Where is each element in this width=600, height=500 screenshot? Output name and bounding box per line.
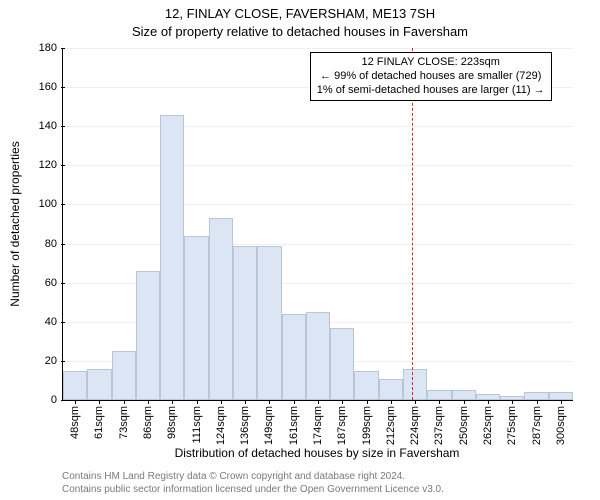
x-tick [75, 400, 76, 404]
y-tick-label: 180 [39, 42, 57, 54]
x-tick [318, 400, 319, 404]
histogram-bar [330, 328, 354, 400]
x-tick [221, 400, 222, 404]
y-tick [61, 244, 65, 245]
x-tick [342, 400, 343, 404]
annotation-line2: ← 99% of detached houses are smaller (72… [317, 70, 545, 84]
x-tick-label: 212sqm [385, 406, 397, 445]
x-tick [537, 400, 538, 404]
plot-area: 02040608010012014016018048sqm61sqm73sqm8… [62, 48, 573, 401]
x-tick-label: 161sqm [288, 406, 300, 445]
footer-line2: Contains public sector information licen… [62, 484, 590, 497]
x-tick [464, 400, 465, 404]
x-tick [439, 400, 440, 404]
x-tick [367, 400, 368, 404]
x-tick-label: 61sqm [93, 406, 105, 439]
gridline [63, 165, 573, 166]
gridline [63, 204, 573, 205]
gridline [63, 244, 573, 245]
annotation-line1: 12 FINLAY CLOSE: 223sqm [317, 56, 545, 70]
x-tick [561, 400, 562, 404]
y-tick-label: 160 [39, 81, 57, 93]
y-tick-label: 40 [45, 316, 57, 328]
histogram-bar [549, 392, 573, 400]
y-tick-label: 120 [39, 159, 57, 171]
histogram-bar [160, 115, 184, 401]
y-tick-label: 0 [51, 394, 57, 406]
y-tick [61, 165, 65, 166]
histogram-bar [136, 271, 160, 400]
x-tick [99, 400, 100, 404]
x-tick [488, 400, 489, 404]
x-tick [512, 400, 513, 404]
x-tick [391, 400, 392, 404]
y-tick-label: 100 [39, 198, 57, 210]
x-tick-label: 124sqm [215, 406, 227, 445]
x-tick [197, 400, 198, 404]
x-tick-label: 300sqm [555, 406, 567, 445]
footer-line1: Contains HM Land Registry data © Crown c… [62, 471, 590, 484]
x-tick [245, 400, 246, 404]
x-tick-label: 237sqm [433, 406, 445, 445]
x-tick-label: 187sqm [336, 406, 348, 445]
reference-annotation-box: 12 FINLAY CLOSE: 223sqm ← 99% of detache… [310, 52, 552, 101]
y-tick [61, 48, 65, 49]
x-tick-label: 199sqm [361, 406, 373, 445]
x-tick [148, 400, 149, 404]
histogram-bar [403, 369, 427, 400]
x-tick-label: 275sqm [506, 406, 518, 445]
x-tick-label: 149sqm [263, 406, 275, 445]
x-tick-label: 98sqm [166, 406, 178, 439]
x-tick [415, 400, 416, 404]
x-tick [172, 400, 173, 404]
x-axis-title: Distribution of detached houses by size … [62, 446, 572, 460]
histogram-bar [209, 218, 233, 400]
x-tick-label: 174sqm [312, 406, 324, 445]
x-tick [294, 400, 295, 404]
histogram-bar [87, 369, 111, 400]
x-tick-label: 262sqm [482, 406, 494, 445]
histogram-bar [452, 390, 476, 400]
histogram-bar [282, 314, 306, 400]
x-tick-label: 250sqm [458, 406, 470, 445]
gridline [63, 126, 573, 127]
histogram-bar [379, 379, 403, 401]
x-tick-label: 287sqm [531, 406, 543, 445]
y-tick [61, 283, 65, 284]
y-tick-label: 80 [45, 238, 57, 250]
y-tick [61, 361, 65, 362]
y-tick-label: 140 [39, 120, 57, 132]
y-tick-label: 20 [45, 355, 57, 367]
histogram-bar [257, 246, 281, 400]
y-tick [61, 400, 65, 401]
histogram-bar [427, 390, 451, 400]
y-tick-label: 60 [45, 277, 57, 289]
footer-attribution: Contains HM Land Registry data © Crown c… [62, 471, 590, 496]
x-tick-label: 86sqm [142, 406, 154, 439]
histogram-bar [112, 351, 136, 400]
x-tick-label: 111sqm [191, 406, 203, 444]
x-tick [124, 400, 125, 404]
histogram-bar [184, 236, 208, 400]
histogram-bar [233, 246, 257, 400]
page-title-line2: Size of property relative to detached ho… [0, 24, 600, 39]
x-tick-label: 48sqm [69, 406, 81, 439]
gridline [63, 48, 573, 49]
y-tick [61, 204, 65, 205]
chart-container: 12, FINLAY CLOSE, FAVERSHAM, ME13 7SH Si… [0, 0, 600, 500]
y-axis-title: Number of detached properties [8, 141, 22, 306]
x-tick-label: 224sqm [409, 406, 421, 445]
x-tick-label: 136sqm [239, 406, 251, 445]
histogram-bar [63, 371, 87, 400]
y-tick [61, 322, 65, 323]
x-tick [269, 400, 270, 404]
histogram-bar [524, 392, 548, 400]
x-tick-label: 73sqm [118, 406, 130, 439]
histogram-bar [354, 371, 378, 400]
page-title-line1: 12, FINLAY CLOSE, FAVERSHAM, ME13 7SH [0, 6, 600, 21]
histogram-bar [306, 312, 330, 400]
annotation-line3: 1% of semi-detached houses are larger (1… [317, 84, 545, 98]
y-tick [61, 87, 65, 88]
y-tick [61, 126, 65, 127]
